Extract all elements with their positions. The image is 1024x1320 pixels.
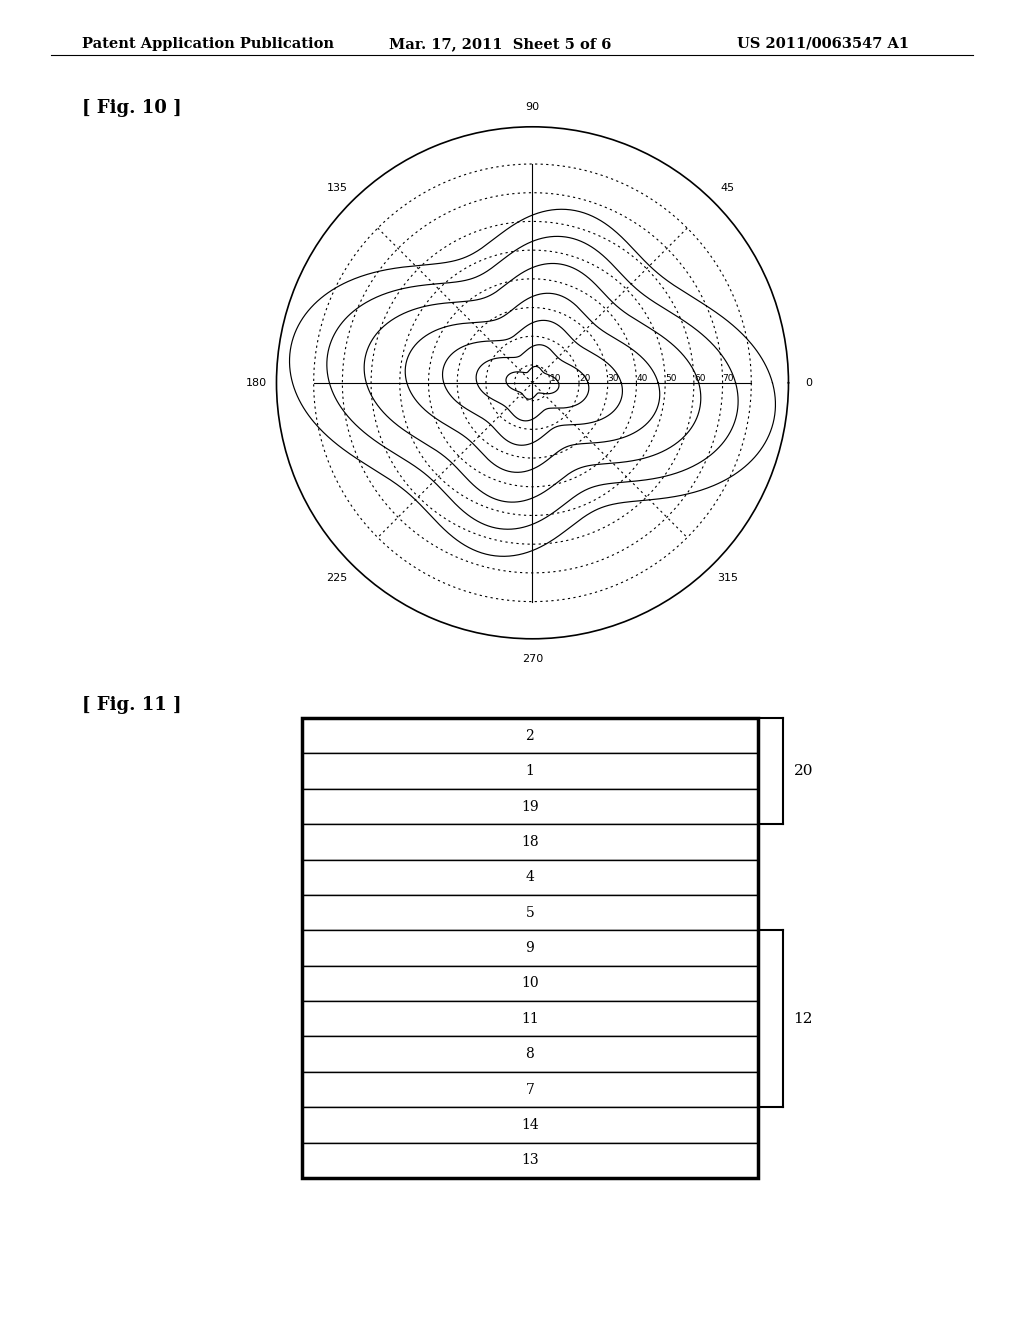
Text: 18: 18 [521,834,539,849]
Text: 8: 8 [525,1047,535,1061]
Text: [ Fig. 11 ]: [ Fig. 11 ] [82,696,181,714]
Text: 12: 12 [794,1011,813,1026]
Text: 11: 11 [521,1011,539,1026]
Text: 2: 2 [525,729,535,743]
Text: Patent Application Publication: Patent Application Publication [82,37,334,51]
Text: US 2011/0063547 A1: US 2011/0063547 A1 [737,37,909,51]
Text: 20: 20 [794,764,813,779]
Text: 9: 9 [525,941,535,956]
Text: 14: 14 [521,1118,539,1133]
Text: 1: 1 [525,764,535,779]
Text: 13: 13 [521,1154,539,1167]
Text: 10: 10 [521,977,539,990]
Text: 19: 19 [521,800,539,813]
Text: 7: 7 [525,1082,535,1097]
Text: 4: 4 [525,870,535,884]
Text: 5: 5 [525,906,535,920]
Text: [ Fig. 10 ]: [ Fig. 10 ] [82,99,181,117]
Text: Mar. 17, 2011  Sheet 5 of 6: Mar. 17, 2011 Sheet 5 of 6 [389,37,611,51]
